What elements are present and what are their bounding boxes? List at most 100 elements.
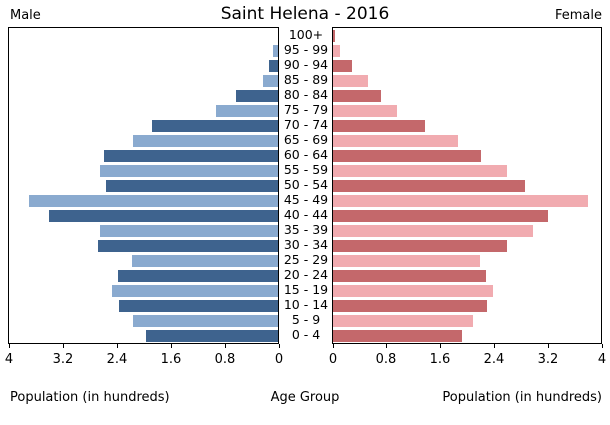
bar-male-10-14	[119, 300, 278, 312]
female-row-95-99	[333, 43, 601, 58]
male-row-95-99	[9, 43, 278, 58]
male-row-65-69	[9, 133, 278, 148]
bar-female-5-9	[333, 315, 473, 327]
age-label-35-39: 35 - 39	[283, 222, 329, 237]
age-label-5-9: 5 - 9	[291, 312, 321, 327]
age-label-85-89: 85 - 89	[283, 72, 329, 87]
age-label-25-29: 25 - 29	[283, 252, 329, 267]
female-row-25-29	[333, 253, 601, 268]
male-tick-0.8	[225, 344, 226, 348]
age-label-90-94: 90 - 94	[283, 57, 329, 72]
bar-male-35-39	[100, 225, 278, 237]
bar-male-15-19	[112, 285, 278, 297]
female-tick-0.8	[386, 344, 387, 348]
female-row-90-94	[333, 58, 601, 73]
female-row-40-44	[333, 208, 601, 223]
male-row-55-59	[9, 163, 278, 178]
female-row-15-19	[333, 283, 601, 298]
female-row-50-54	[333, 178, 601, 193]
female-tick-4	[602, 344, 603, 348]
bar-female-75-79	[333, 105, 397, 117]
bar-male-80-84	[236, 90, 278, 102]
age-label-45-49: 45 - 49	[283, 192, 329, 207]
male-tick-4	[9, 344, 10, 348]
male-row-80-84	[9, 88, 278, 103]
male-tick-0	[279, 344, 280, 348]
age-label-70-74: 70 - 74	[283, 117, 329, 132]
age-label-0-4: 0 - 4	[291, 327, 321, 342]
bar-female-45-49	[333, 195, 588, 207]
male-row-70-74	[9, 118, 278, 133]
bar-male-25-29	[132, 255, 278, 267]
female-row-10-14	[333, 298, 601, 313]
female-row-35-39	[333, 223, 601, 238]
bar-male-60-64	[104, 150, 278, 162]
age-label-65-69: 65 - 69	[283, 132, 329, 147]
male-row-10-14	[9, 298, 278, 313]
bar-male-30-34	[98, 240, 278, 252]
male-row-5-9	[9, 313, 278, 328]
male-row-90-94	[9, 58, 278, 73]
bar-female-40-44	[333, 210, 548, 222]
female-row-65-69	[333, 133, 601, 148]
male-tick-label-4: 4	[4, 352, 14, 367]
female-tick-label-2.4: 2.4	[483, 352, 505, 367]
chart-title: Saint Helena - 2016	[220, 4, 390, 24]
age-label-80-84: 80 - 84	[283, 87, 329, 102]
male-tick-3.2	[63, 344, 64, 348]
bar-male-55-59	[100, 165, 278, 177]
male-row-85-89	[9, 73, 278, 88]
male-row-35-39	[9, 223, 278, 238]
female-tick-label-0: 0	[328, 352, 338, 367]
bar-female-70-74	[333, 120, 425, 132]
age-label-15-19: 15 - 19	[283, 282, 329, 297]
bar-male-0-4	[146, 330, 278, 342]
male-row-40-44	[9, 208, 278, 223]
male-row-50-54	[9, 178, 278, 193]
bar-male-85-89	[263, 75, 278, 87]
male-tick-1.6	[171, 344, 172, 348]
male-tick-label-2.4: 2.4	[106, 352, 128, 367]
female-tick-2.4	[494, 344, 495, 348]
bar-female-65-69	[333, 135, 458, 147]
age-label-95-99: 95 - 99	[283, 42, 329, 57]
bar-female-0-4	[333, 330, 462, 342]
bar-female-95-99	[333, 45, 340, 57]
male-tick-label-3.2: 3.2	[52, 352, 74, 367]
bar-female-10-14	[333, 300, 487, 312]
age-label-55-59: 55 - 59	[283, 162, 329, 177]
female-row-55-59	[333, 163, 601, 178]
age-label-60-64: 60 - 64	[283, 147, 329, 162]
bar-male-20-24	[118, 270, 278, 282]
male-side-label: Male	[10, 8, 41, 23]
male-tick-label-0.8: 0.8	[214, 352, 236, 367]
bar-female-85-89	[333, 75, 368, 87]
female-row-5-9	[333, 313, 601, 328]
bar-male-50-54	[106, 180, 278, 192]
bar-male-95-99	[273, 45, 278, 57]
female-row-100plus	[333, 28, 601, 43]
male-row-100plus	[9, 28, 278, 43]
female-row-0-4	[333, 328, 601, 343]
age-label-75-79: 75 - 79	[283, 102, 329, 117]
bar-female-90-94	[333, 60, 352, 72]
female-tick-1.6	[440, 344, 441, 348]
female-row-85-89	[333, 73, 601, 88]
bar-female-15-19	[333, 285, 493, 297]
female-axis-caption: Population (in hundreds)	[442, 390, 602, 405]
bar-female-80-84	[333, 90, 381, 102]
bar-male-75-79	[216, 105, 278, 117]
male-row-25-29	[9, 253, 278, 268]
female-row-45-49	[333, 193, 601, 208]
female-row-75-79	[333, 103, 601, 118]
female-tick-label-3.2: 3.2	[537, 352, 559, 367]
male-row-75-79	[9, 103, 278, 118]
female-tick-label-0.8: 0.8	[375, 352, 397, 367]
male-tick-label-0: 0	[274, 352, 284, 367]
bar-female-100plus	[333, 30, 335, 42]
male-row-0-4	[9, 328, 278, 343]
female-row-20-24	[333, 268, 601, 283]
female-tick-label-4: 4	[597, 352, 607, 367]
male-tick-label-1.6: 1.6	[160, 352, 182, 367]
